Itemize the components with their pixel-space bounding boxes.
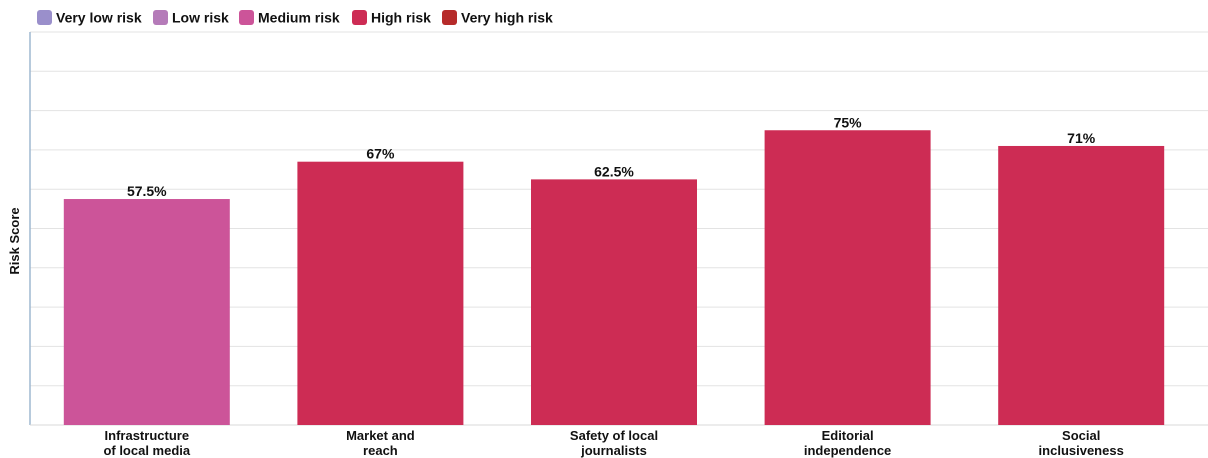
value-label: 57.5% [127,183,167,199]
y-axis-label: Risk Score [7,207,22,274]
category-label: Infrastructure of local media [103,428,190,458]
legend-label: Low risk [172,10,229,26]
legend-swatch [239,10,254,25]
legend-item[interactable]: Very high risk [442,10,553,26]
legend-label: High risk [371,10,431,26]
bar[interactable] [297,161,464,425]
legend-item[interactable]: High risk [352,10,431,26]
legend-label: Very high risk [461,10,553,26]
category-labels: Infrastructure of local media Market and re… [103,428,1123,458]
legend-label: Medium risk [258,10,340,26]
value-label: 67% [366,146,395,162]
legend-swatch [37,10,52,25]
legend-label: Very low risk [56,10,142,26]
bar[interactable] [531,179,697,425]
bar[interactable] [63,199,230,425]
value-label: 71% [1067,130,1096,146]
bar[interactable] [998,145,1165,425]
legend-item[interactable]: Medium risk [239,10,340,26]
legend-swatch [352,10,367,25]
legend-swatch [442,10,457,25]
legend: Very low risk Low risk Medium risk High ris… [37,10,553,26]
category-label: Social inclusiveness [1039,428,1124,458]
bar[interactable] [764,130,931,425]
category-label: Market and reach [346,428,415,458]
legend-item[interactable]: Low risk [153,10,229,26]
value-label: 62.5% [594,163,634,179]
legend-swatch [153,10,168,25]
category-label: Editorial independence [804,428,891,458]
value-label: 75% [834,114,863,130]
legend-item[interactable]: Very low risk [37,10,142,26]
bars [63,130,1165,425]
category-label: Safety of local journalists [570,428,658,458]
value-labels: 57.5% 67% 62.5% 75% 71% [127,114,1096,199]
